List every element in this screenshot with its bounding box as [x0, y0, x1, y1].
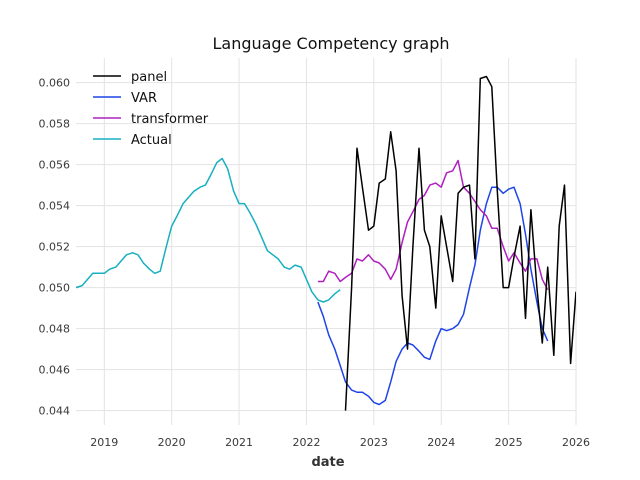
- legend-label-transformer: transformer: [131, 112, 209, 127]
- x-tick-label: 2020: [158, 436, 186, 449]
- y-tick-label: 0.044: [39, 405, 71, 418]
- legend-label-actual: Actual: [131, 133, 172, 148]
- series-line-transformer: [317, 159, 549, 291]
- y-tick-label: 0.056: [39, 159, 71, 172]
- series-line-actual: [76, 157, 341, 303]
- series-line-panel: [344, 75, 576, 411]
- grid: [76, 58, 577, 425]
- y-axis: 0.044 0.046 0.048 0.050 0.052 0.054 0.056 0.058…: [39, 77, 71, 418]
- series-layer: [76, 75, 576, 411]
- x-tick-label: 2025: [495, 436, 523, 449]
- y-tick-label: 0.046: [39, 364, 71, 377]
- x-tick-label: 2021: [225, 436, 253, 449]
- x-tick-label: 2023: [360, 436, 388, 449]
- y-tick-label: 0.048: [39, 323, 71, 336]
- y-tick-label: 0.060: [39, 77, 71, 90]
- y-tick-label: 0.054: [39, 200, 71, 213]
- y-tick-label: 0.052: [39, 241, 71, 254]
- chart-title: Language Competency graph: [212, 34, 449, 53]
- x-tick-label: 2019: [90, 436, 118, 449]
- series-line-var: [317, 186, 549, 406]
- y-tick-label: 0.058: [39, 118, 71, 131]
- legend-label-var: VAR: [131, 91, 157, 106]
- legend: panel VAR transformer Actual: [93, 70, 209, 148]
- x-axis-title: date: [311, 455, 344, 470]
- x-tick-label: 2026: [562, 436, 590, 449]
- legend-label-panel: panel: [131, 70, 167, 85]
- x-tick-label: 2022: [292, 436, 320, 449]
- y-tick-label: 0.050: [39, 282, 71, 295]
- x-axis: 2019 2020 2021 2022 2023 2024 2025 2026: [90, 436, 590, 449]
- x-tick-label: 2024: [427, 436, 455, 449]
